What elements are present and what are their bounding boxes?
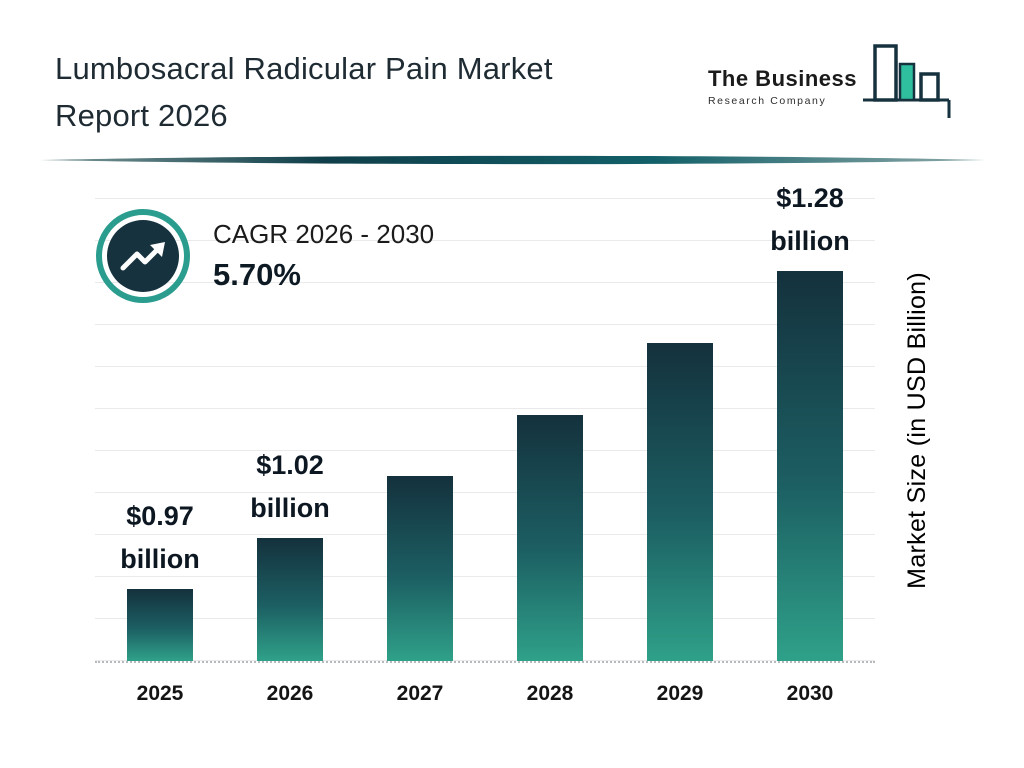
cagr-text: CAGR 2026 - 2030 5.70%: [213, 219, 434, 293]
bar-column-2029: [615, 343, 745, 661]
bar-value-unit: billion: [770, 225, 850, 256]
cagr-badge: CAGR 2026 - 2030 5.70%: [95, 208, 434, 304]
bar-value-label-2030: $1.28 billion: [770, 177, 849, 263]
bar-value-label-2026: $1.02 billion: [250, 444, 329, 530]
bar-column-2026: $1.02 billion: [225, 444, 355, 661]
bar-value-unit: billion: [250, 492, 330, 523]
x-axis-label-2030: 2030: [786, 682, 834, 705]
bar-value-label-2025: $0.97 billion: [120, 495, 199, 581]
x-axis-label-2028: 2028: [526, 682, 574, 705]
cagr-label: CAGR 2026 - 2030: [213, 219, 435, 249]
bar-2028: [517, 415, 583, 661]
bar-value-unit: billion: [120, 543, 200, 574]
bar-chart: $0.97 billion $1.02 billion $1.28 billion: [95, 183, 875, 663]
bar-chart-logo-icon: [863, 44, 951, 118]
company-logo: The Business Research Company: [708, 38, 966, 120]
bar-value-amount: $1.02: [256, 449, 324, 480]
company-subname: Research Company: [707, 95, 827, 107]
company-name: The Business: [707, 66, 857, 91]
cagr-value: 5.70%: [213, 257, 301, 292]
bar-value-amount: $0.97: [126, 500, 194, 531]
x-axis-label-2029: 2029: [656, 682, 704, 705]
bar-column-2030: $1.28 billion: [745, 177, 875, 661]
bar-2025: [127, 589, 193, 661]
x-axis-label-2026: 2026: [266, 682, 314, 705]
bar-column-2025: $0.97 billion: [95, 495, 225, 661]
trend-up-icon: [96, 209, 190, 303]
page-title: Lumbosacral Radicular Pain Market Report…: [55, 46, 553, 139]
bar-value-amount: $1.28: [776, 182, 844, 213]
bar-column-2027: [355, 476, 485, 661]
bar-column-2028: [485, 415, 615, 661]
bar-2030: [777, 271, 843, 661]
x-axis-label-2025: 2025: [136, 682, 184, 705]
x-axis: 2025 2026 2027 2028 2029 2030: [95, 682, 875, 706]
bar-2026: [257, 538, 323, 661]
x-axis-label-2027: 2027: [396, 682, 444, 705]
y-axis-title: Market Size (in USD Billion): [903, 272, 931, 589]
page-title-line2: Report 2026: [55, 97, 228, 133]
page-title-line1: Lumbosacral Radicular Pain Market: [55, 51, 553, 86]
bar-2027: [387, 476, 453, 661]
divider-line: [40, 155, 985, 165]
company-logo-text: The Business Research Company: [708, 66, 857, 107]
bar-2029: [647, 343, 713, 661]
